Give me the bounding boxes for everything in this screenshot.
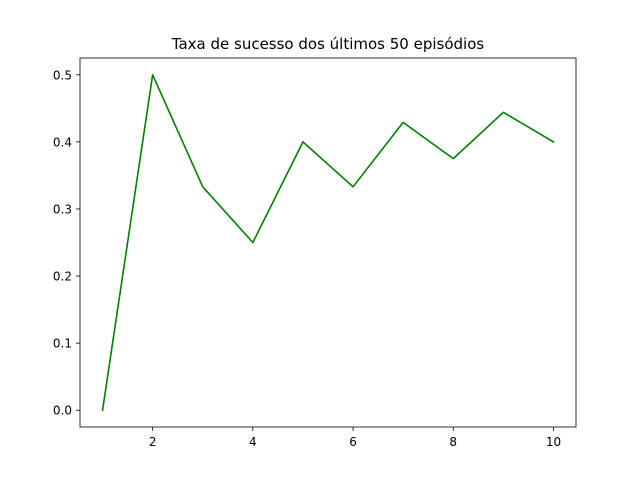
y-tick-label: 0.5 — [53, 68, 72, 82]
y-tick-label: 0.2 — [53, 270, 72, 284]
x-tick-label: 6 — [349, 435, 357, 449]
y-tick-label: 0.1 — [53, 337, 72, 351]
axes-frame — [79, 57, 577, 428]
series-line — [101, 73, 555, 412]
plot-area: 2 4 6 8 10 0.0 0.1 0.2 0.3 0.4 0.5 — [53, 68, 561, 449]
x-tick-label: 8 — [449, 435, 457, 449]
x-tick-label: 4 — [249, 435, 257, 449]
chart-title: Taxa de sucesso dos últimos 50 episódios — [171, 35, 485, 53]
x-tick-label: 10 — [546, 435, 561, 449]
x-tick-label: 2 — [149, 435, 157, 449]
y-tick-label: 0.0 — [53, 404, 72, 418]
y-tick-label: 0.3 — [53, 202, 72, 216]
y-tick-label: 0.4 — [53, 135, 72, 149]
